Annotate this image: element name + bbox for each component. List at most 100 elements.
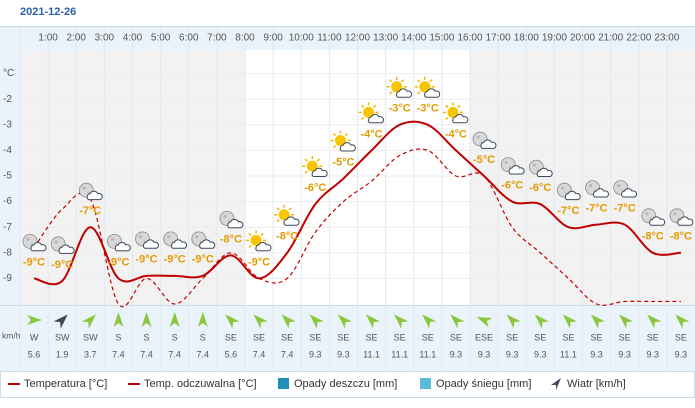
wind-arrow [337,314,352,329]
cloud [564,190,581,201]
wind-arrow [619,314,634,329]
wind-speed: 9.3 [478,349,491,359]
wind-speed: 7.4 [197,349,210,359]
moon-crater [589,184,593,188]
wind-speed: 7.4 [140,349,153,359]
x-tick-label: 20:00 [570,33,595,44]
night-column [132,50,161,305]
legend-label: Opady deszczu [mm] [294,378,397,390]
wind-speed: 9.3 [618,349,631,359]
wind-band [0,305,695,371]
wind-speed: 11.1 [419,349,436,359]
night-column [160,50,190,305]
moon-crater [645,212,649,216]
wind-direction: S [144,332,150,342]
wind-arrow [225,314,240,329]
wind-arrow [197,312,208,327]
temperature-label: -7°C [79,205,101,217]
sun [278,209,290,221]
wind-arrow [169,312,180,327]
sun-ray [401,79,405,83]
wind-direction: SE [450,332,462,342]
wind-direction: S [115,332,121,342]
sun-ray [316,158,320,162]
axis-band [0,50,20,305]
wind-direction: SW [55,332,70,342]
x-tick-label: 1:00 [38,33,58,44]
moon-crater [560,186,564,190]
x-tick-label: 13:00 [373,33,398,44]
wind-arrow [450,314,465,329]
temperature-line [33,120,682,286]
sun-ray [389,91,393,95]
wind-arrow [476,316,493,328]
wind-arrow [113,312,124,327]
temperature-label: -9°C [51,259,73,271]
sun-ray [344,132,349,137]
night-column [666,50,695,305]
wind-speed: 3.7 [84,349,97,359]
sun-ray [372,104,377,108]
cloud [142,239,159,249]
x-tick-label: 22:00 [626,33,651,44]
moon-icon [107,233,131,252]
wind-speed: 9.3 [309,349,322,359]
wind-direction: SE [309,332,321,342]
sun [419,81,431,93]
moon-crater [504,161,508,165]
wind-direction: SE [675,332,687,342]
night-column [498,50,527,305]
wind-speed: 7.4 [253,349,266,359]
day-column [245,50,274,305]
temperature-label: -9°C [107,256,129,268]
temperature-label: -7°C [586,203,608,215]
wind-direction: SW [83,332,98,342]
moon-icon [641,208,666,226]
wind-direction: SE [366,332,378,342]
cloud [480,139,497,149]
wind-direction: SE [394,332,406,342]
cloud [86,190,103,201]
date-title: 2021-12-26 [20,6,76,18]
sun-ray [248,232,252,236]
moon-icon [557,182,581,201]
wind-arrow [647,314,662,329]
wind-arrow [534,314,549,329]
y-tick-label: -4 [3,145,12,156]
wind-direction: SE [337,332,349,342]
sun-ray [276,219,280,223]
wind-direction: SE [562,332,574,342]
sun [363,106,375,118]
temperature-label: -3°C [417,103,439,115]
wind-speed: 11.1 [363,349,380,359]
temperature-label: -8°C [276,231,298,243]
moon-icon [613,180,638,198]
cloud [452,113,469,124]
x-tick-label: 16:00 [457,33,482,44]
y-tick-label: -9 [3,273,12,284]
temperature-label: -3°C [389,103,411,115]
day-column [301,50,330,305]
moon-icon [219,210,244,229]
temperature-label: -4°C [361,128,383,140]
y-tick-label: °C [3,68,14,79]
sun-icon [386,76,413,98]
sun [447,106,459,118]
legend-label: Temp. odczuwalna [°C] [144,378,257,390]
feels-like-line [33,148,681,308]
wind-speed: 1.9 [56,349,69,359]
temperature-label: -9°C [248,256,270,268]
moon-crater [195,235,199,239]
grid [19,27,695,371]
header-band [0,26,695,50]
temperature-label: -6°C [529,182,551,194]
x-tick-label: 6:00 [179,33,199,44]
wind-speed: 7.4 [168,349,181,359]
moon-icon [22,233,47,252]
moon-crater [26,237,30,241]
wind-direction: SE [534,332,546,342]
sun [250,234,262,246]
cloud [283,216,300,226]
x-tick-label: 10:00 [289,33,314,44]
